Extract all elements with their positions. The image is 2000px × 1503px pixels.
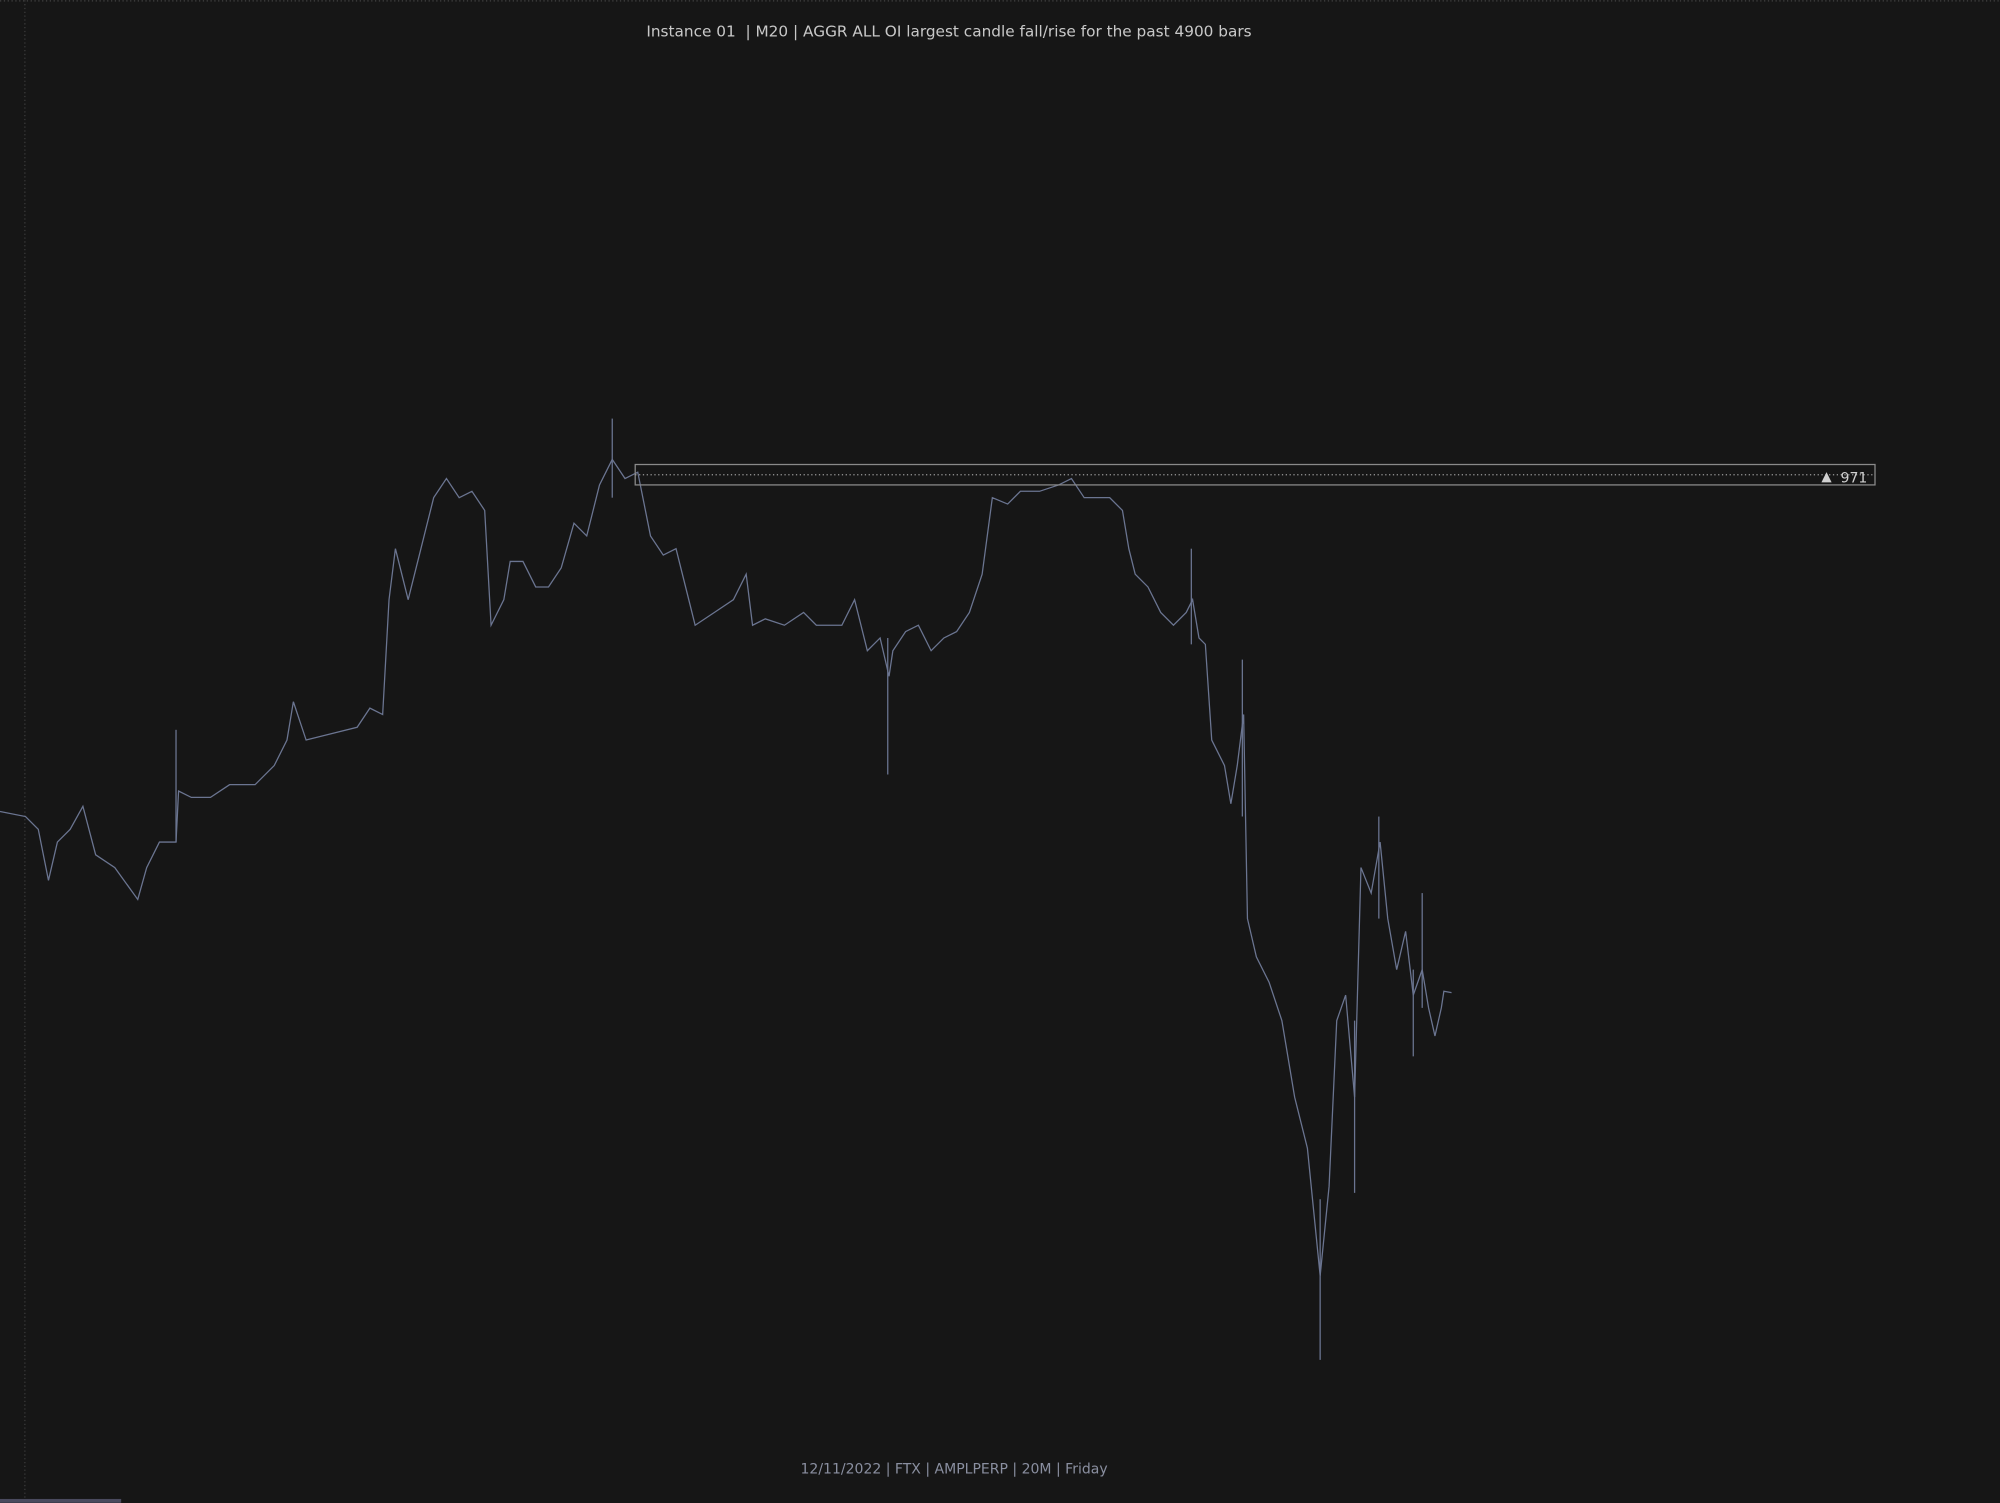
chart-title: Instance 01 | M20 | AGGR ALL OI largest … <box>646 23 1251 41</box>
level-arrow-icon <box>1821 472 1832 483</box>
footer-info: 12/11/2022 | FTX | AMPLPERP | 20M | Frid… <box>801 1462 1108 1478</box>
scrollbar[interactable] <box>0 1498 122 1503</box>
level-label: 971 <box>1841 471 1868 487</box>
price-wicks <box>175 418 1423 1360</box>
price-line <box>0 458 1452 1276</box>
